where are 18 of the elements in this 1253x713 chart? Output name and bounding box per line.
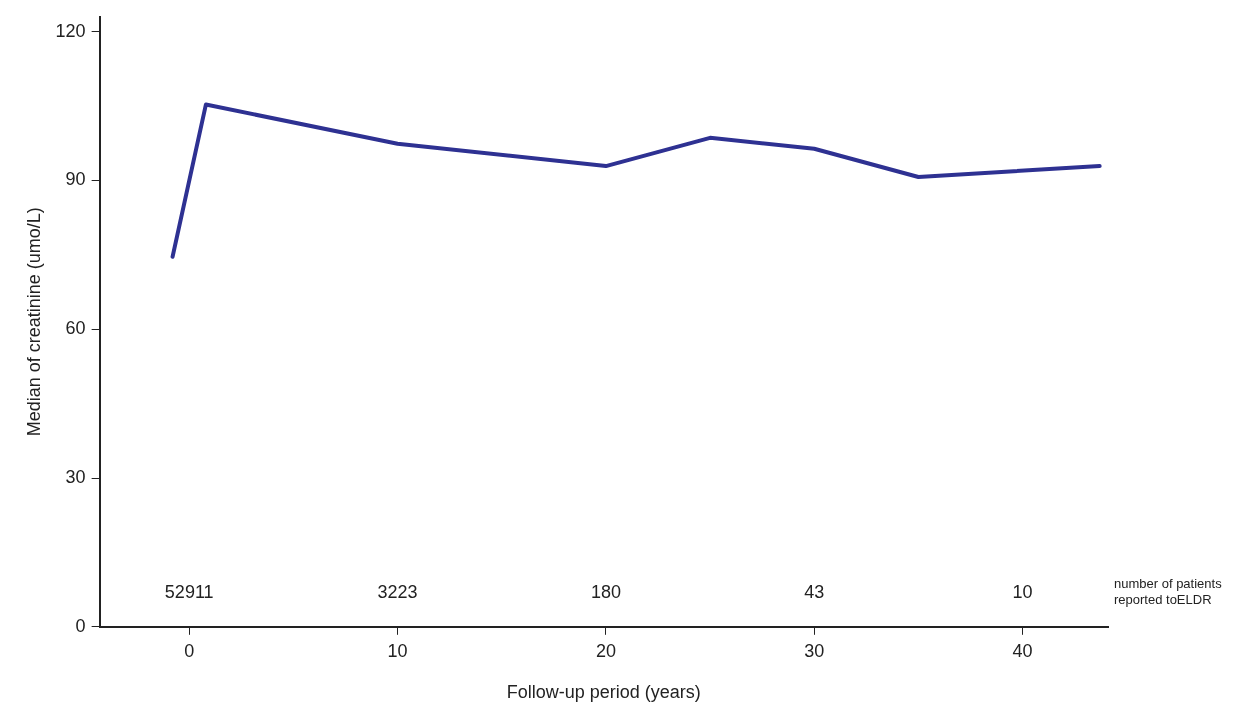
x-tick-label: 30 [804,640,825,661]
x-tick-label: 10 [387,640,408,661]
y-tick-label: 30 [65,466,86,487]
x-tick-label: 40 [1012,640,1033,661]
y-tick-label: 60 [65,318,86,339]
text: number of patients reported toELDR [1114,576,1223,608]
y-tick-label: 120 [55,20,86,41]
y-axis-title: Median of creatinine (umo/L) [23,207,44,437]
x-tick-label: 20 [595,640,616,661]
x-tick-label: 0 [184,640,195,661]
annotation: 3223 [377,581,418,602]
x-axis-title: Follow-up period (years) [506,682,701,703]
annotation: 52911 [164,581,214,602]
annotation: 10 [1012,581,1033,602]
annotation: 43 [804,581,825,602]
y-tick-label: 90 [65,169,86,190]
y-tick-label: 0 [75,615,86,636]
annotation: 180 [590,581,621,602]
